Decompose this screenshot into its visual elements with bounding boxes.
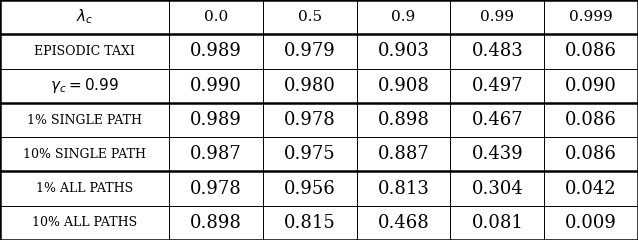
Text: 0.483: 0.483 [471,42,523,60]
Text: 0.086: 0.086 [565,42,617,60]
Text: 0.989: 0.989 [190,42,242,60]
Text: 0.090: 0.090 [565,77,617,95]
Text: 0.497: 0.497 [471,77,523,95]
Text: 0.987: 0.987 [190,145,242,163]
Text: 0.086: 0.086 [565,145,617,163]
Text: 0.903: 0.903 [378,42,429,60]
Text: 0.5: 0.5 [298,10,322,24]
Text: 0.980: 0.980 [284,77,336,95]
Text: 10% ALL PATHS: 10% ALL PATHS [32,216,137,229]
Text: 10% SINGLE PATH: 10% SINGLE PATH [23,148,146,161]
Text: 0.975: 0.975 [284,145,336,163]
Text: 0.978: 0.978 [190,180,242,198]
Text: 0.042: 0.042 [565,180,617,198]
Text: 0.9: 0.9 [391,10,416,24]
Text: 0.979: 0.979 [284,42,336,60]
Text: 0.0: 0.0 [204,10,228,24]
Text: 0.908: 0.908 [378,77,429,95]
Text: 0.898: 0.898 [378,111,429,129]
Text: 0.956: 0.956 [284,180,336,198]
Text: 0.815: 0.815 [284,214,336,232]
Text: 0.887: 0.887 [378,145,429,163]
Text: 0.439: 0.439 [471,145,523,163]
Text: 0.989: 0.989 [190,111,242,129]
Text: 0.999: 0.999 [569,10,613,24]
Text: 1% ALL PATHS: 1% ALL PATHS [36,182,133,195]
Text: 0.009: 0.009 [565,214,617,232]
Text: 0.467: 0.467 [471,111,523,129]
Text: 0.304: 0.304 [471,180,523,198]
Text: $\lambda_c$: $\lambda_c$ [76,8,93,26]
Text: $\gamma_c = 0.99$: $\gamma_c = 0.99$ [50,76,119,95]
Text: 0.468: 0.468 [378,214,429,232]
Text: 0.086: 0.086 [565,111,617,129]
Text: 0.99: 0.99 [480,10,514,24]
Text: 0.990: 0.990 [190,77,242,95]
Text: 0.813: 0.813 [378,180,429,198]
Text: 0.081: 0.081 [471,214,523,232]
Text: 0.978: 0.978 [284,111,336,129]
Text: 1% SINGLE PATH: 1% SINGLE PATH [27,114,142,126]
Text: 0.898: 0.898 [190,214,242,232]
Text: EPISODIC TAXI: EPISODIC TAXI [34,45,135,58]
